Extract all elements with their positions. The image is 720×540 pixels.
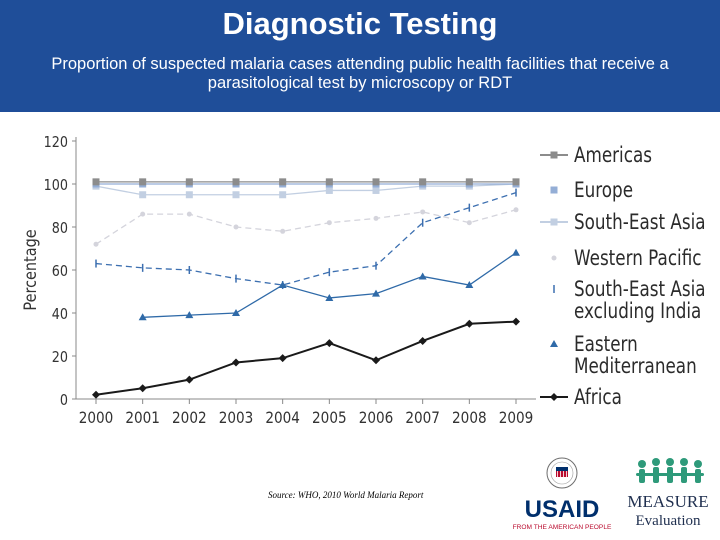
data-point-western-pacific bbox=[93, 241, 99, 247]
data-point-western-pacific bbox=[513, 207, 519, 213]
data-point-eastern-mediterranean bbox=[418, 272, 427, 280]
line-chart: 0 20 40 60 80 100 120 2000 2001 2002 2003 2004 2005 2… bbox=[20, 134, 706, 427]
x-tick-label: 2002 bbox=[172, 409, 207, 427]
data-point-americas bbox=[92, 178, 100, 186]
data-point-africa bbox=[185, 375, 194, 384]
data-point-eastern-mediterranean bbox=[185, 311, 194, 319]
data-point-south-east-asia bbox=[232, 191, 240, 199]
data-point-americas bbox=[512, 178, 520, 186]
series-line-south-east-asia-excluding-india bbox=[95, 191, 517, 286]
legend-marker-africa bbox=[550, 393, 558, 401]
data-point-south-east-asia bbox=[139, 191, 147, 199]
source-citation: Source: WHO, 2010 World Malaria Report bbox=[268, 490, 424, 500]
data-point-africa bbox=[92, 390, 100, 399]
data-point-americas bbox=[139, 178, 147, 186]
data-point-americas bbox=[465, 178, 473, 186]
legend-marker-americas bbox=[550, 151, 558, 159]
data-point-eastern-mediterranean bbox=[325, 293, 334, 301]
data-point-americas bbox=[185, 178, 193, 186]
legend-label-eastern-mediterranean: Eastern bbox=[574, 332, 638, 356]
data-point-eastern-mediterranean bbox=[372, 289, 380, 297]
y-tick-label: 80 bbox=[52, 220, 68, 237]
series-line-eastern-mediterranean bbox=[142, 252, 517, 318]
data-point-americas bbox=[419, 178, 427, 186]
legend-label-europe: Europe bbox=[574, 178, 633, 202]
data-point-americas bbox=[232, 178, 240, 186]
measure-wordmark: MEASURE bbox=[627, 492, 708, 511]
data-point-western-pacific bbox=[140, 211, 146, 217]
x-tick-label: 2009 bbox=[499, 409, 534, 427]
x-tick-label: 2001 bbox=[125, 409, 160, 427]
data-point-africa bbox=[138, 384, 147, 393]
series-line-africa bbox=[95, 320, 517, 396]
data-point-south-east-asia bbox=[325, 186, 333, 194]
x-tick-label: 2003 bbox=[219, 409, 254, 427]
data-point-africa bbox=[512, 317, 520, 326]
legend-marker-south-east-asia bbox=[550, 218, 558, 226]
data-point-eastern-mediterranean bbox=[465, 281, 474, 289]
data-point-eastern-mediterranean bbox=[232, 309, 240, 316]
x-tick-label: 2006 bbox=[359, 409, 394, 427]
data-point-western-pacific bbox=[373, 215, 379, 221]
y-tick-label: 100 bbox=[44, 177, 68, 194]
y-tick-label: 20 bbox=[52, 349, 68, 366]
x-tick-label: 2000 bbox=[79, 409, 114, 427]
legend-label-africa: Africa bbox=[574, 385, 622, 409]
data-point-western-pacific bbox=[326, 220, 332, 226]
data-point-eastern-mediterranean bbox=[278, 281, 287, 289]
slide-subtitle: Proportion of suspected malaria cases at… bbox=[51, 55, 669, 92]
data-point-south-east-asia bbox=[279, 191, 287, 199]
data-point-africa bbox=[465, 319, 474, 328]
data-point-south-east-asia bbox=[372, 186, 380, 194]
usaid-tagline: FROM THE AMERICAN PEOPLE bbox=[513, 524, 612, 531]
x-tick-label: 2004 bbox=[265, 409, 300, 427]
data-point-western-pacific bbox=[280, 228, 286, 234]
data-point-africa bbox=[418, 336, 427, 345]
people-icon bbox=[636, 458, 704, 483]
series-line-western-pacific bbox=[95, 209, 517, 245]
y-tick-label: 120 bbox=[44, 134, 68, 151]
y-tick-label: 60 bbox=[52, 263, 68, 280]
data-point-africa bbox=[232, 358, 240, 367]
data-point-western-pacific bbox=[466, 220, 472, 226]
data-point-western-pacific bbox=[186, 211, 192, 217]
y-tick-label: 40 bbox=[52, 306, 68, 323]
legend-marker-eastern-mediterranean bbox=[550, 340, 558, 347]
usaid-logo: USAID FROM THE AMERICAN PEOPLE bbox=[513, 457, 612, 531]
usaid-seal-icon bbox=[546, 457, 578, 489]
data-point-eastern-mediterranean bbox=[138, 313, 147, 321]
evaluation-wordmark: Evaluation bbox=[636, 513, 701, 529]
legend-label-south-east-asia-excluding-india: excluding India bbox=[574, 299, 701, 323]
data-point-africa bbox=[278, 354, 287, 363]
data-point-americas bbox=[372, 178, 380, 186]
data-point-south-east-asia bbox=[185, 191, 193, 199]
legend-marker-europe bbox=[550, 186, 558, 194]
legend-marker-western-pacific bbox=[551, 255, 557, 261]
slide-header: Diagnostic Testing Proportion of suspect… bbox=[0, 0, 720, 112]
series-line-south-east-asia bbox=[95, 183, 517, 196]
legend-label-south-east-asia-excluding-india: South-East Asia bbox=[574, 277, 706, 301]
data-point-americas bbox=[325, 178, 333, 186]
data-point-americas bbox=[279, 178, 287, 186]
legend-label-south-east-asia: South-East Asia bbox=[574, 210, 706, 234]
usaid-wordmark: USAID bbox=[525, 496, 600, 523]
data-point-africa bbox=[325, 339, 334, 348]
legend-label-western-pacific: Western Pacific bbox=[574, 246, 702, 270]
y-tick-label: 0 bbox=[60, 392, 68, 409]
data-point-western-pacific bbox=[420, 209, 426, 215]
data-point-western-pacific bbox=[233, 224, 239, 230]
x-tick-label: 2008 bbox=[452, 409, 487, 427]
chart-panel: 0 20 40 60 80 100 120 2000 2001 2002 2003 2004 2005 2… bbox=[14, 112, 706, 440]
x-tick-label: 2007 bbox=[405, 409, 440, 427]
measure-evaluation-logo: MEASURE Evaluation bbox=[627, 458, 709, 529]
data-point-eastern-mediterranean bbox=[512, 248, 520, 256]
data-point-africa bbox=[372, 356, 380, 365]
y-axis-title: Percentage bbox=[20, 229, 40, 310]
legend-label-americas: Americas bbox=[574, 143, 652, 167]
x-tick-label: 2005 bbox=[312, 409, 347, 427]
slide-title: Diagnostic Testing bbox=[222, 6, 498, 41]
legend-label-eastern-mediterranean: Mediterranean bbox=[574, 354, 697, 378]
